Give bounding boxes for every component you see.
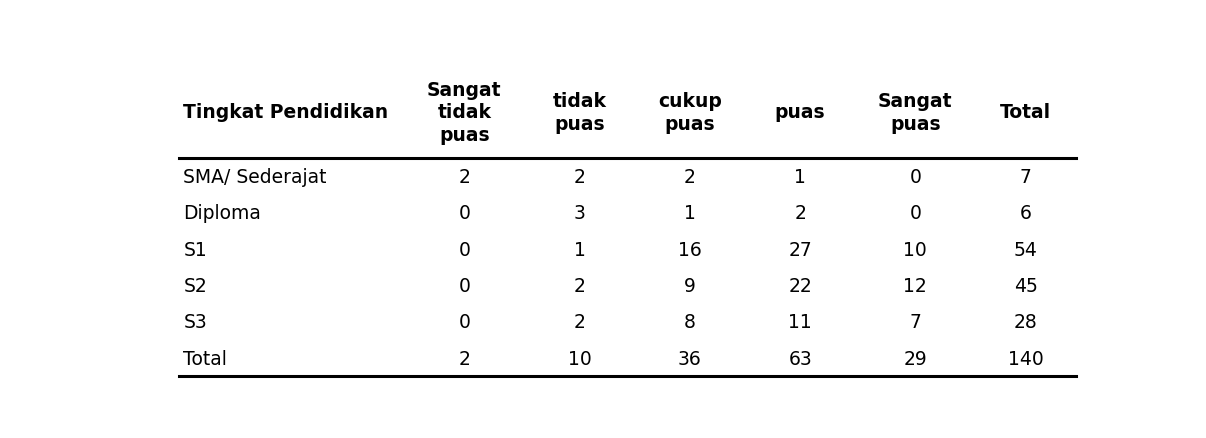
Text: 0: 0	[909, 168, 921, 187]
Text: cukup
puas: cukup puas	[657, 92, 721, 134]
Text: 0: 0	[458, 313, 470, 332]
Text: 2: 2	[574, 276, 585, 295]
Text: 16: 16	[678, 240, 702, 259]
Text: 36: 36	[678, 349, 702, 368]
Text: 11: 11	[789, 313, 812, 332]
Text: Tingkat Pendidikan: Tingkat Pendidikan	[183, 103, 388, 122]
Text: 0: 0	[458, 240, 470, 259]
Text: tidak
puas: tidak puas	[552, 92, 607, 134]
Text: SMA/ Sederajat: SMA/ Sederajat	[183, 168, 327, 187]
Text: 28: 28	[1014, 313, 1037, 332]
Text: Total: Total	[1000, 103, 1052, 122]
Text: 9: 9	[684, 276, 696, 295]
Text: 1: 1	[574, 240, 585, 259]
Text: 6: 6	[1020, 204, 1031, 223]
Text: 29: 29	[903, 349, 927, 368]
Text: 0: 0	[909, 204, 921, 223]
Text: 63: 63	[789, 349, 812, 368]
Text: Sangat
tidak
puas: Sangat tidak puas	[427, 81, 502, 145]
Text: 1: 1	[684, 204, 696, 223]
Text: 2: 2	[684, 168, 696, 187]
Text: S3: S3	[183, 313, 207, 332]
Text: 45: 45	[1014, 276, 1037, 295]
Text: 22: 22	[789, 276, 812, 295]
Text: Sangat
puas: Sangat puas	[878, 92, 953, 134]
Text: 2: 2	[458, 168, 470, 187]
Text: 2: 2	[574, 313, 585, 332]
Text: S2: S2	[183, 276, 207, 295]
Text: Diploma: Diploma	[183, 204, 262, 223]
Text: 2: 2	[458, 349, 470, 368]
Text: 7: 7	[1020, 168, 1031, 187]
Text: 8: 8	[684, 313, 696, 332]
Text: 0: 0	[458, 276, 470, 295]
Text: 1: 1	[795, 168, 806, 187]
Text: 10: 10	[903, 240, 927, 259]
Text: 10: 10	[568, 349, 591, 368]
Text: S1: S1	[183, 240, 207, 259]
Text: puas: puas	[774, 103, 825, 122]
Text: 54: 54	[1014, 240, 1037, 259]
Text: 2: 2	[795, 204, 806, 223]
Text: Total: Total	[183, 349, 228, 368]
Text: 12: 12	[903, 276, 927, 295]
Text: 27: 27	[789, 240, 812, 259]
Text: 140: 140	[1008, 349, 1043, 368]
Text: 3: 3	[574, 204, 585, 223]
Text: 7: 7	[909, 313, 921, 332]
Text: 2: 2	[574, 168, 585, 187]
Text: 0: 0	[458, 204, 470, 223]
